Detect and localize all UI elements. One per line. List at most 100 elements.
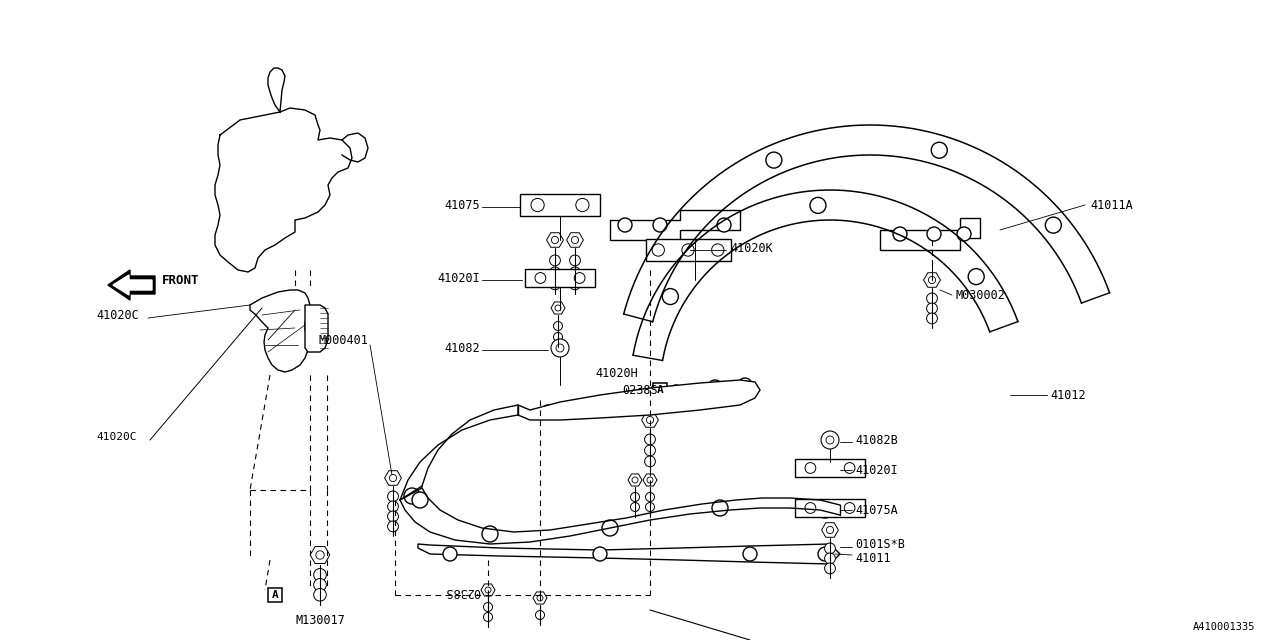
Circle shape [662,289,678,305]
Circle shape [535,273,545,284]
Circle shape [893,227,908,241]
Bar [525,269,595,287]
Circle shape [261,298,275,312]
Circle shape [927,313,937,324]
Circle shape [307,335,317,345]
Circle shape [388,521,398,532]
Circle shape [632,477,637,483]
Polygon shape [881,218,980,250]
Circle shape [549,279,561,290]
Text: 41082B: 41082B [855,433,897,447]
Circle shape [484,602,493,611]
Circle shape [593,547,607,561]
Polygon shape [250,290,310,372]
Text: 41020C: 41020C [96,308,138,321]
Circle shape [739,378,753,392]
Circle shape [531,198,544,212]
Circle shape [845,502,855,513]
Text: M000401: M000401 [319,333,369,346]
Text: 0238S: 0238S [622,383,658,397]
Polygon shape [641,413,658,428]
Polygon shape [550,302,564,314]
Circle shape [765,152,782,168]
Circle shape [646,417,654,424]
Circle shape [412,492,428,508]
Polygon shape [567,233,584,247]
Circle shape [388,491,398,502]
Circle shape [957,227,972,241]
Polygon shape [518,380,760,420]
Bar [645,239,731,261]
Circle shape [682,244,694,256]
Circle shape [818,547,832,561]
Circle shape [538,595,543,601]
Circle shape [575,273,585,284]
Circle shape [646,477,653,483]
Circle shape [645,434,655,445]
Polygon shape [628,474,643,486]
Polygon shape [384,471,402,485]
Circle shape [927,227,941,241]
Circle shape [968,269,984,285]
Text: 41012: 41012 [1050,388,1085,401]
Circle shape [535,611,544,620]
Circle shape [573,399,588,413]
Polygon shape [611,210,740,240]
Text: 41020H: 41020H [595,367,637,380]
Text: M130017: M130017 [296,614,344,627]
Circle shape [845,463,855,474]
Text: FRONT: FRONT [163,273,200,287]
Circle shape [621,391,635,405]
Text: A410001335: A410001335 [1193,622,1254,632]
Circle shape [388,501,398,512]
Circle shape [570,267,580,278]
Circle shape [550,339,570,357]
Circle shape [404,488,420,504]
Bar [268,588,282,602]
Circle shape [645,493,654,502]
Text: 41020C: 41020C [96,432,137,442]
Circle shape [618,218,632,232]
Circle shape [389,474,397,482]
Circle shape [314,589,326,601]
Circle shape [483,526,498,542]
Circle shape [1046,217,1061,233]
Circle shape [805,502,815,513]
Circle shape [927,293,937,304]
Circle shape [602,520,618,536]
FancyArrow shape [108,270,155,300]
Circle shape [805,463,815,474]
Circle shape [708,380,722,394]
Circle shape [645,502,654,511]
Polygon shape [419,544,840,564]
Bar [795,499,865,517]
Circle shape [928,276,936,284]
Circle shape [283,345,297,359]
Circle shape [820,431,838,449]
Circle shape [826,436,835,444]
Circle shape [652,244,664,256]
Circle shape [307,313,317,323]
Circle shape [541,405,556,419]
Text: 0101S*B: 0101S*B [855,538,905,552]
Circle shape [570,255,580,266]
Polygon shape [310,547,330,563]
Circle shape [824,563,836,574]
Circle shape [824,543,836,554]
Polygon shape [822,523,838,537]
Bar [520,194,600,216]
Circle shape [631,502,640,511]
Text: 41020I: 41020I [855,463,897,477]
Polygon shape [547,233,563,247]
Circle shape [484,612,493,621]
Circle shape [388,511,398,522]
Text: A: A [271,590,278,600]
Circle shape [552,236,558,244]
Circle shape [712,500,728,516]
Circle shape [316,551,324,559]
Circle shape [570,279,580,290]
Polygon shape [924,273,941,287]
Polygon shape [305,305,328,352]
Bar [653,383,667,397]
Circle shape [827,526,833,534]
